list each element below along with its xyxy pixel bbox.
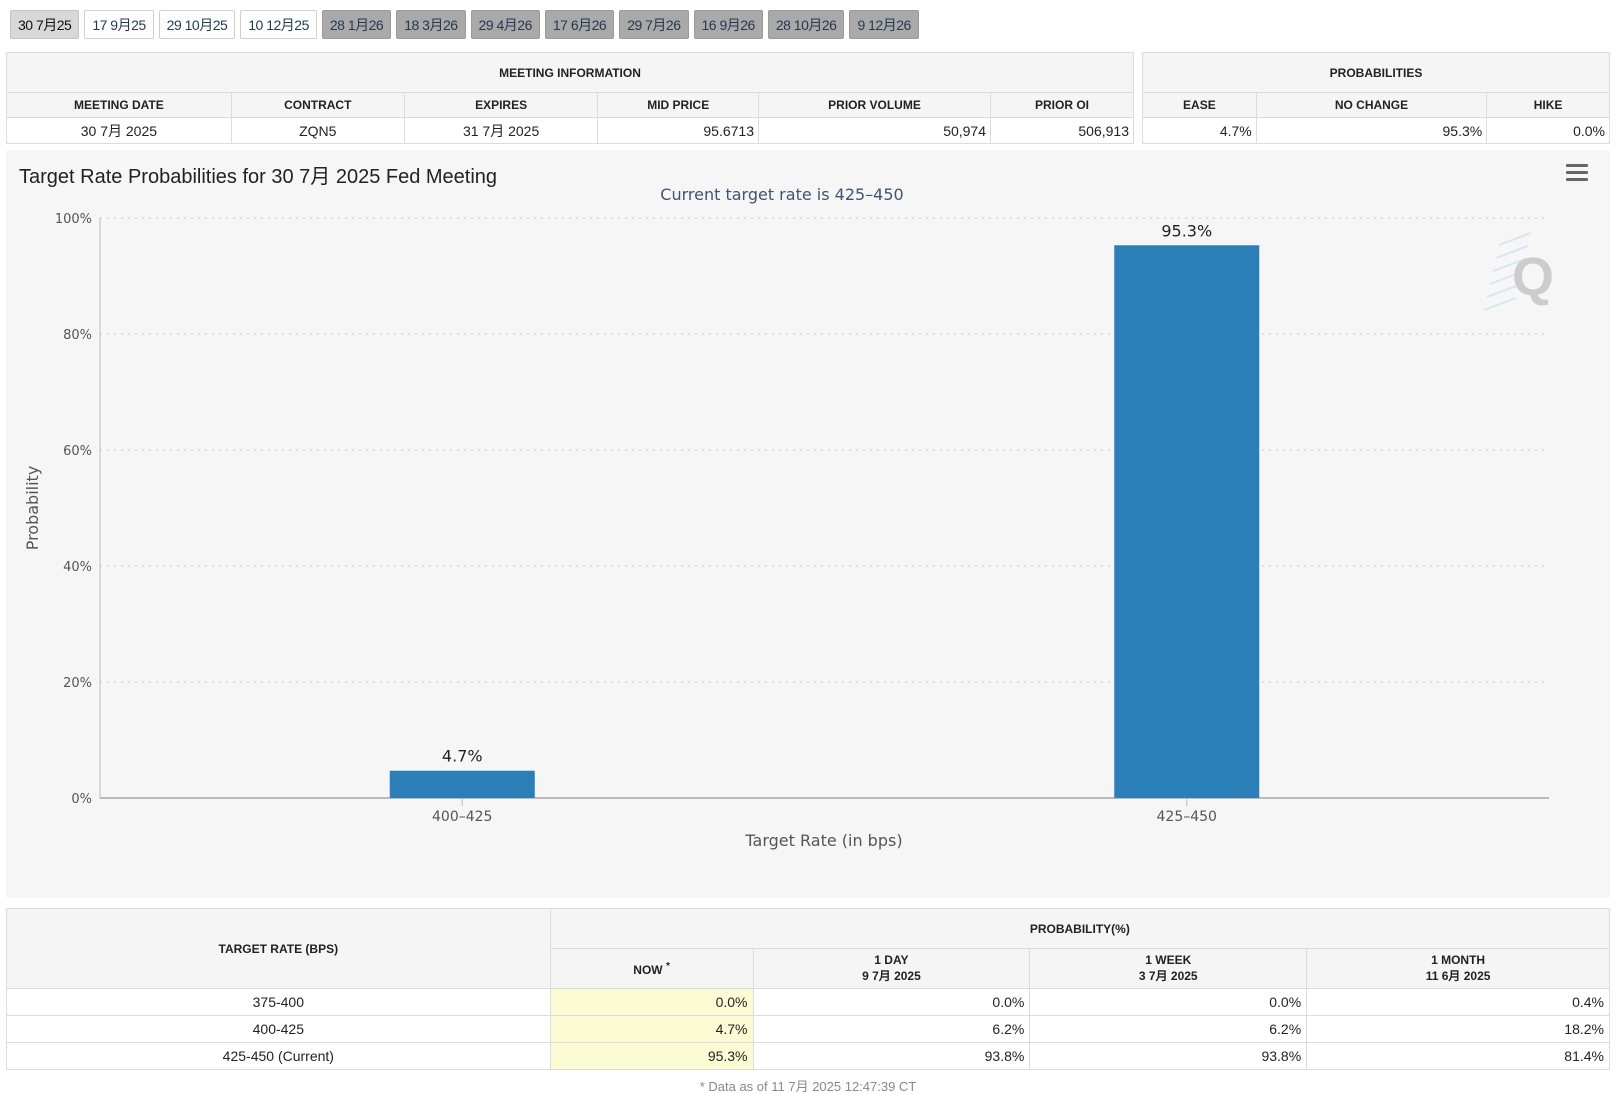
- col-prior-volume: PRIOR VOLUME: [757, 92, 992, 118]
- meeting-tab-9[interactable]: 16 9月26: [693, 10, 763, 39]
- data-label: 4.7%: [442, 747, 483, 766]
- meeting-tab-0[interactable]: 30 7月25: [10, 10, 80, 39]
- q-logo-icon: Q: [1483, 232, 1554, 311]
- probabilities-heading: PROBABILITIES: [1142, 52, 1610, 93]
- data-timestamp-footnote: * Data as of 11 7月 2025 12:47:39 CT: [699, 1079, 917, 1094]
- probability-cell: 18.2%: [1306, 1015, 1610, 1043]
- prior-oi-value: 506,913: [990, 117, 1134, 144]
- col-expires: EXPIRES: [403, 92, 599, 118]
- data-label: 95.3%: [1161, 221, 1212, 240]
- col-contract: CONTRACT: [230, 92, 405, 118]
- col-1-week: 1 WEEK 3 7月 2025: [1029, 948, 1308, 989]
- mid-price-value: 95.6713: [597, 117, 759, 144]
- meeting-tab-3[interactable]: 10 12月25: [240, 10, 317, 39]
- meeting-tab-7[interactable]: 17 6月26: [544, 10, 615, 39]
- bar-0: [389, 770, 535, 798]
- ease-value: 4.7%: [1142, 117, 1257, 144]
- x-tick-label: 400–425: [432, 809, 492, 825]
- meeting-information-table: MEETING INFORMATION MEETING DATE CONTRAC…: [6, 52, 1134, 144]
- prior-volume-value: 50,974: [757, 117, 992, 144]
- col-1-day: 1 DAY 9 7月 2025: [752, 948, 1031, 989]
- col-ease: EASE: [1142, 92, 1257, 118]
- contract-value: ZQN5: [230, 117, 405, 144]
- probability-cell: 0.0%: [549, 988, 754, 1016]
- y-tick-label: 100%: [55, 212, 92, 227]
- col-no-change: NO CHANGE: [1255, 92, 1488, 118]
- table-row: 425-450 (Current) 95.3% 93.8% 93.8% 81.4%: [6, 1042, 1610, 1070]
- meeting-tab-5[interactable]: 18 3月26: [396, 10, 466, 39]
- probability-cell: 93.8%: [752, 1042, 1031, 1070]
- col-target-rate: TARGET RATE (BPS): [6, 908, 551, 989]
- expires-value: 31 7月 2025: [403, 117, 599, 144]
- probability-bar-chart: Current target rate is 425–450 0% 20% 40% 60…: [23, 185, 1554, 850]
- y-tick-label: 60%: [63, 444, 92, 459]
- y-axis-title: Probability: [23, 466, 42, 551]
- now-marker: *: [665, 960, 670, 972]
- probability-cell: 0.0%: [1029, 988, 1308, 1016]
- table-row: 375-400 0.0% 0.0% 0.0% 0.4%: [6, 988, 1610, 1016]
- no-change-value: 95.3%: [1255, 117, 1488, 144]
- x-axis-title: Target Rate (in bps): [744, 831, 902, 850]
- bar-1: [1114, 245, 1260, 798]
- col-hike: HIKE: [1486, 92, 1610, 118]
- hike-value: 0.0%: [1486, 117, 1610, 144]
- x-tick-label: 425–450: [1157, 809, 1217, 825]
- probability-cell: 4.7%: [549, 1015, 754, 1043]
- meeting-date-tabs: 30 7月25 17 9月25 29 10月25 10 12月25 28 1月26 18 …: [10, 10, 919, 39]
- chart-panel: Current target rate is 425–450 0% 20% 40% 60…: [6, 150, 1610, 898]
- y-tick-label: 0%: [71, 792, 92, 807]
- col-meeting-date: MEETING DATE: [6, 92, 232, 118]
- probabilities-table: PROBABILITIES EASE NO CHANGE HIKE 4.7% 9…: [1142, 52, 1610, 144]
- col-1-month: 1 MONTH 11 6月 2025: [1306, 948, 1610, 989]
- target-rate-probability-table: TARGET RATE (BPS) PROBABILITY(%) NOW * 1…: [6, 908, 1611, 1070]
- svg-text:Q: Q: [1512, 247, 1554, 307]
- probability-cell: 6.2%: [752, 1015, 1031, 1043]
- probability-cell: 0.4%: [1306, 988, 1610, 1016]
- target-rate-cell: 375-400: [6, 988, 551, 1016]
- meeting-tab-11[interactable]: 9 12月26: [849, 10, 919, 39]
- probability-group-heading: PROBABILITY(%): [549, 908, 1611, 949]
- target-rate-cell: 400-425: [6, 1015, 551, 1043]
- probability-cell: 0.0%: [752, 988, 1031, 1016]
- meeting-tab-2[interactable]: 29 10月25: [158, 10, 236, 39]
- meeting-tab-8[interactable]: 29 7月26: [619, 10, 689, 39]
- meeting-tab-10[interactable]: 28 10月26: [767, 10, 845, 39]
- probability-cell: 81.4%: [1306, 1042, 1610, 1070]
- col-prior-oi: PRIOR OI: [990, 92, 1134, 118]
- meeting-tab-1[interactable]: 17 9月25: [84, 10, 154, 39]
- chart-subtitle: Current target rate is 425–450: [660, 185, 903, 204]
- y-tick-label: 80%: [63, 328, 92, 343]
- meeting-info-heading: MEETING INFORMATION: [6, 52, 1134, 93]
- y-tick-label: 40%: [63, 560, 92, 575]
- target-rate-cell: 425-450 (Current): [6, 1042, 551, 1070]
- probability-cell: 6.2%: [1029, 1015, 1308, 1043]
- col-mid-price: MID PRICE: [597, 92, 759, 118]
- meeting-date-value: 30 7月 2025: [6, 117, 232, 144]
- chart-title: Target Rate Probabilities for 30 7月 2025…: [19, 166, 498, 188]
- probability-cell: 93.8%: [1029, 1042, 1308, 1070]
- meeting-tab-6[interactable]: 29 4月26: [470, 10, 540, 39]
- meeting-tab-4[interactable]: 28 1月26: [321, 10, 392, 39]
- col-now: NOW *: [549, 948, 754, 989]
- y-tick-label: 20%: [63, 676, 92, 691]
- table-row: 400-425 4.7% 6.2% 6.2% 18.2%: [6, 1015, 1610, 1043]
- probability-cell: 95.3%: [549, 1042, 754, 1070]
- hamburger-menu-icon[interactable]: [1566, 164, 1588, 182]
